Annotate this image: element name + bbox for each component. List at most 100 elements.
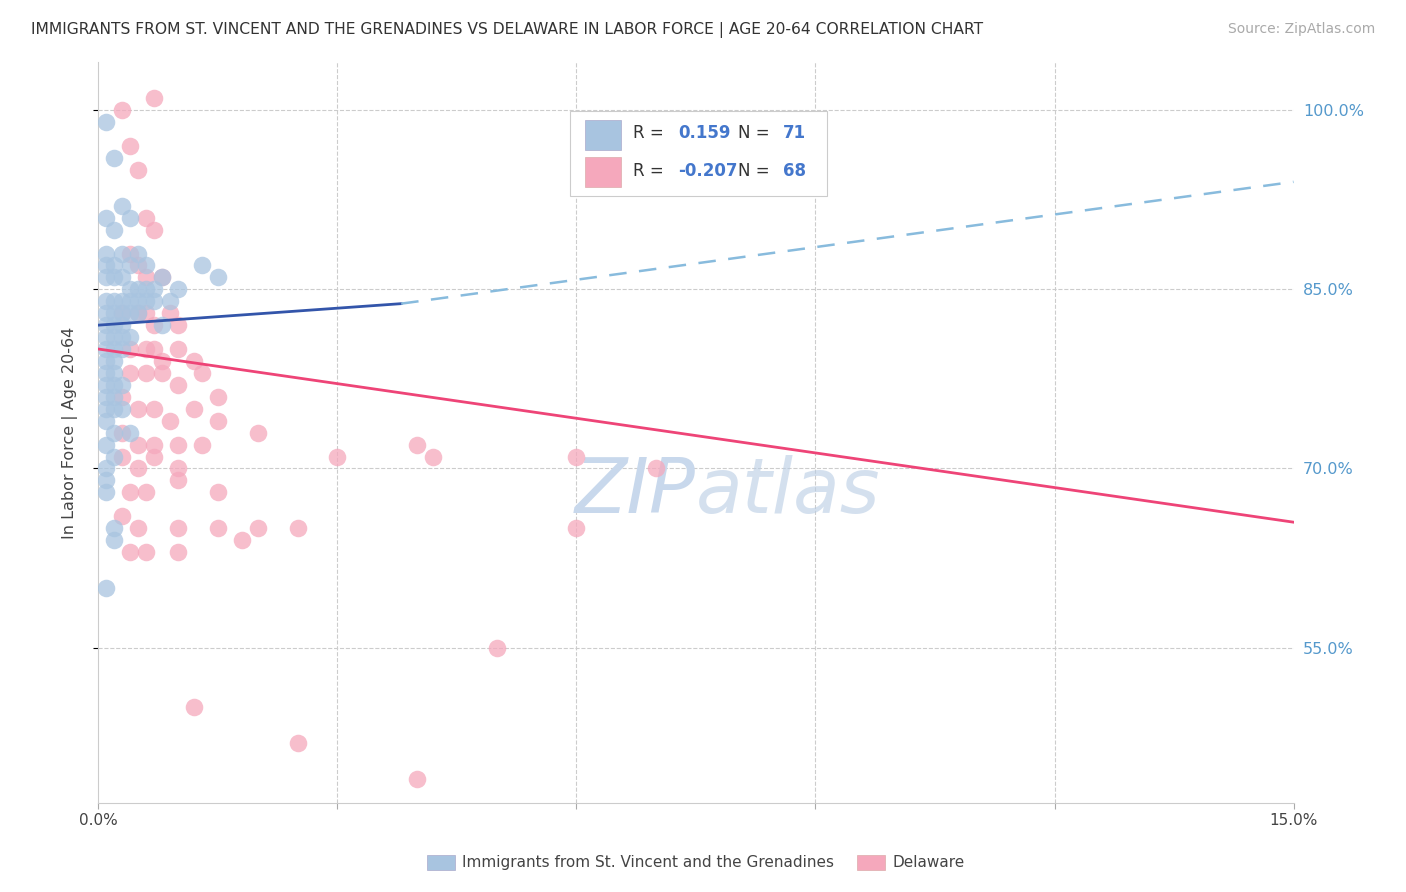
Point bbox=[127, 306, 149, 320]
Point bbox=[96, 474, 118, 488]
Point bbox=[406, 772, 429, 786]
Point bbox=[150, 270, 173, 285]
Text: N =: N = bbox=[738, 124, 769, 142]
Point bbox=[120, 545, 142, 559]
Point bbox=[127, 282, 149, 296]
Point bbox=[103, 259, 125, 273]
Text: 71: 71 bbox=[783, 124, 806, 142]
Point bbox=[183, 354, 205, 368]
Point bbox=[96, 270, 118, 285]
Point bbox=[96, 246, 118, 260]
Point bbox=[120, 246, 142, 260]
Point bbox=[120, 294, 142, 309]
Point bbox=[103, 222, 125, 236]
Point bbox=[127, 259, 149, 273]
Point bbox=[143, 437, 166, 451]
Text: Source: ZipAtlas.com: Source: ZipAtlas.com bbox=[1227, 22, 1375, 37]
Point bbox=[127, 306, 149, 320]
Point bbox=[183, 401, 205, 416]
Point bbox=[96, 485, 118, 500]
Text: 0.159: 0.159 bbox=[678, 124, 731, 142]
Legend: Immigrants from St. Vincent and the Grenadines, Delaware: Immigrants from St. Vincent and the Gren… bbox=[422, 848, 970, 877]
Point bbox=[207, 270, 229, 285]
Point bbox=[96, 306, 118, 320]
Point bbox=[120, 366, 142, 380]
Point bbox=[103, 366, 125, 380]
Point bbox=[120, 425, 142, 440]
Point bbox=[231, 533, 253, 547]
Point bbox=[127, 401, 149, 416]
Point bbox=[135, 211, 157, 225]
Point bbox=[143, 450, 166, 464]
Point bbox=[96, 259, 118, 273]
Point bbox=[111, 377, 134, 392]
Point bbox=[111, 103, 134, 118]
Point bbox=[103, 354, 125, 368]
Point bbox=[120, 330, 142, 344]
Point bbox=[191, 259, 214, 273]
Point bbox=[143, 91, 166, 105]
Point bbox=[207, 485, 229, 500]
Point bbox=[143, 318, 166, 333]
Text: -0.207: -0.207 bbox=[678, 162, 738, 180]
Point bbox=[645, 461, 668, 475]
Point bbox=[207, 414, 229, 428]
Point bbox=[120, 342, 142, 356]
Point bbox=[96, 342, 118, 356]
Bar bbox=[585, 120, 620, 150]
Point bbox=[111, 450, 134, 464]
Point bbox=[159, 294, 181, 309]
Point bbox=[135, 282, 157, 296]
Point bbox=[103, 425, 125, 440]
Point bbox=[150, 354, 173, 368]
Point bbox=[135, 306, 157, 320]
Point bbox=[96, 401, 118, 416]
Point bbox=[96, 294, 118, 309]
Text: ZIP: ZIP bbox=[575, 455, 696, 529]
Point bbox=[135, 270, 157, 285]
Point bbox=[167, 282, 190, 296]
Point bbox=[159, 306, 181, 320]
Point bbox=[167, 461, 190, 475]
Point bbox=[111, 330, 134, 344]
Point bbox=[103, 330, 125, 344]
Point bbox=[246, 425, 269, 440]
Point bbox=[167, 521, 190, 535]
Point bbox=[485, 640, 508, 655]
Point bbox=[127, 162, 149, 177]
Point bbox=[103, 450, 125, 464]
Point bbox=[127, 246, 149, 260]
Point bbox=[150, 270, 173, 285]
Point bbox=[422, 450, 444, 464]
Point bbox=[167, 545, 190, 559]
Point bbox=[135, 259, 157, 273]
Point bbox=[103, 294, 125, 309]
Point bbox=[246, 521, 269, 535]
Text: IMMIGRANTS FROM ST. VINCENT AND THE GRENADINES VS DELAWARE IN LABOR FORCE | AGE : IMMIGRANTS FROM ST. VINCENT AND THE GREN… bbox=[31, 22, 983, 38]
Y-axis label: In Labor Force | Age 20-64: In Labor Force | Age 20-64 bbox=[62, 326, 77, 539]
Point bbox=[406, 437, 429, 451]
Point bbox=[96, 461, 118, 475]
Bar bbox=[585, 157, 620, 186]
Point bbox=[150, 318, 173, 333]
Point bbox=[111, 246, 134, 260]
Point bbox=[96, 390, 118, 404]
Point bbox=[191, 366, 214, 380]
Point bbox=[143, 282, 166, 296]
Point bbox=[207, 390, 229, 404]
Point bbox=[207, 521, 229, 535]
Point bbox=[287, 736, 309, 750]
Point bbox=[127, 294, 149, 309]
Point bbox=[135, 485, 157, 500]
Point bbox=[111, 294, 134, 309]
Point bbox=[135, 294, 157, 309]
Point bbox=[103, 390, 125, 404]
Point bbox=[103, 401, 125, 416]
Point bbox=[111, 270, 134, 285]
Point bbox=[96, 115, 118, 129]
Point bbox=[111, 425, 134, 440]
FancyBboxPatch shape bbox=[571, 111, 827, 195]
Point bbox=[111, 509, 134, 524]
Point bbox=[96, 318, 118, 333]
Point bbox=[96, 354, 118, 368]
